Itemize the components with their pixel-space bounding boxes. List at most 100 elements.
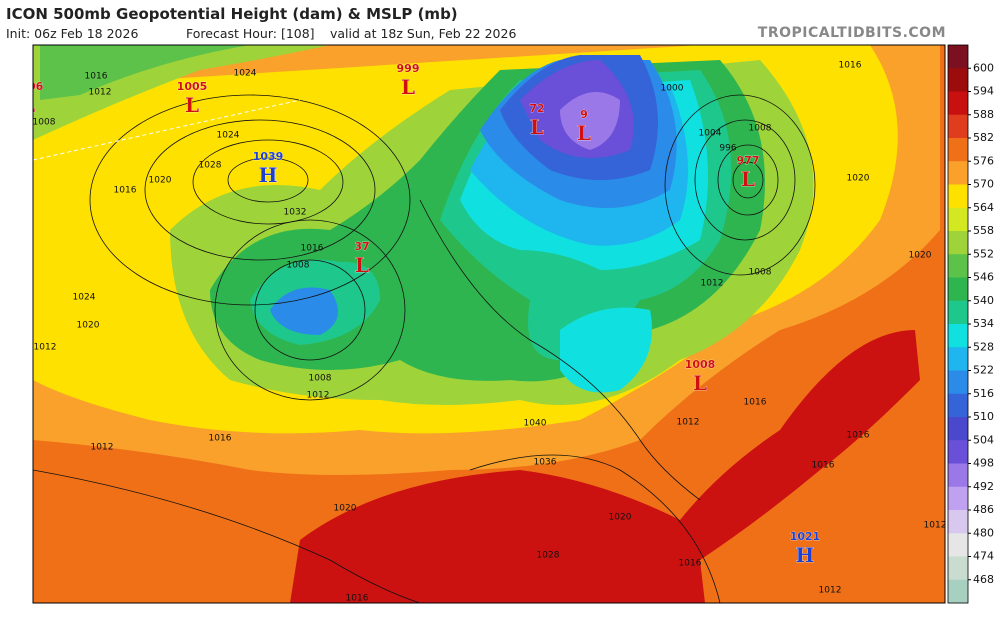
center-pressure: 9 (580, 108, 588, 121)
colorbar-label: 540 (973, 294, 994, 307)
isobar-label: 1032 (284, 208, 307, 218)
forecast-hour: Forecast Hour: [108] (186, 26, 315, 41)
center-pressure: 1039 (253, 150, 284, 163)
center-pressure: 1005 (177, 80, 208, 93)
center-pressure: 1006 (13, 80, 44, 93)
colorbar-swatch (948, 417, 968, 441)
isobar-label: 1008 (287, 261, 310, 271)
center-type: L (185, 93, 199, 117)
isobar-label: 1012 (91, 443, 114, 453)
colorbar-label: 594 (973, 85, 994, 98)
isobar-label: 1012 (34, 343, 57, 353)
isobar-label: 1012 (701, 279, 724, 289)
isobar-label: 1016 (85, 72, 108, 82)
center-pressure: 1008 (685, 358, 716, 371)
colorbar-swatch (948, 324, 968, 348)
colorbar-swatch (948, 207, 968, 232)
colorbar-swatch (948, 277, 968, 302)
colorbar-swatch (948, 161, 968, 185)
init-time: Init: 06z Feb 18 2026 (6, 26, 138, 41)
center-pressure: 999 (397, 62, 420, 75)
center-type: H (796, 543, 815, 567)
center-type: L (401, 75, 415, 99)
center-pressure: 977 (737, 154, 760, 167)
field-498 (560, 92, 620, 150)
colorbar-swatch (948, 45, 968, 69)
center-type: L (355, 253, 369, 277)
valid-time: valid at 18z Sun, Feb 22 2026 (330, 26, 516, 41)
isobar-label: 1004 (699, 129, 722, 139)
isobar-label: 1020 (847, 174, 870, 184)
isobar-label: 1012 (89, 88, 112, 98)
isobar-label: 1016 (679, 559, 702, 569)
colorbar-swatch (948, 184, 968, 209)
isobar-label: 1020 (609, 513, 632, 523)
isobar-label: 1012 (819, 586, 842, 596)
center-type: L (693, 371, 707, 395)
colorbar: 600 594 588 582 576 570 564 558 552 546 540 534 528 5… (947, 44, 994, 604)
isobar-label: 1016 (744, 398, 767, 408)
isobar-label: 1020 (149, 176, 172, 186)
field-534 (560, 307, 652, 393)
colorbar-swatch (948, 440, 968, 464)
colorbar-label: 522 (973, 364, 994, 377)
colorbar-label: 474 (973, 550, 994, 563)
center-type: L (530, 115, 544, 139)
colorbar-swatch (948, 114, 968, 139)
center-type: L (741, 167, 755, 191)
isobar-label: 996 (719, 144, 736, 154)
colorbar-label: 504 (973, 433, 994, 446)
center-type: L (21, 93, 35, 117)
isobar-label: 1016 (209, 434, 232, 444)
colorbar-label: 528 (973, 340, 994, 353)
colorbar-swatch (948, 393, 968, 418)
isobar-label: 1028 (199, 161, 222, 171)
colorbar-swatch (948, 533, 968, 557)
colorbar-label: 546 (973, 271, 994, 284)
isobar-label: 1008 (309, 374, 332, 384)
colorbar-label: 558 (973, 224, 994, 237)
isobar-label: 1012 (307, 391, 330, 401)
isobar-label: 1016 (812, 461, 835, 471)
center-pressure: 72 (529, 102, 544, 115)
colorbar-swatch (948, 486, 968, 511)
colorbar-swatch (948, 68, 968, 92)
colorbar-swatch (948, 510, 968, 534)
center-type: L (577, 121, 591, 145)
isobar-label: 1008 (33, 118, 56, 128)
isobar-label: 1024 (234, 69, 257, 79)
colorbar-swatch (948, 138, 968, 162)
brand: TROPICALTIDBITS.COM (758, 25, 946, 41)
colorbar-label: 534 (973, 317, 994, 330)
colorbar-swatch (948, 254, 968, 278)
isobar-label: 1016 (114, 186, 137, 196)
colorbar-swatch (948, 579, 968, 604)
colorbar-swatch (948, 300, 968, 325)
colorbar-label: 468 (973, 573, 994, 586)
isobars (33, 94, 816, 603)
isobar-label: 1000 (661, 84, 684, 94)
isobar-label: 1020 (334, 504, 357, 514)
colorbar-swatch (948, 556, 968, 581)
isobar-label: 1036 (534, 458, 557, 468)
colorbar-label: 510 (973, 410, 994, 423)
colorbar-label: 582 (973, 131, 994, 144)
colorbar-swatch (948, 463, 968, 488)
colorbar-label: 600 (973, 61, 994, 74)
isobar-labels: 1016 1012 1008 1024 1024 1028 1020 1016 1032 1016… (33, 61, 945, 604)
colorbar-label: 570 (973, 178, 994, 191)
colorbar-label: 576 (973, 154, 994, 167)
map-title: ICON 500mb Geopotential Height (dam) & M… (6, 5, 458, 23)
isobar-label: 1016 (346, 594, 369, 604)
isobar-label: 1020 (77, 321, 100, 331)
map-frame (32, 44, 946, 604)
isobar-label: 1016 (301, 244, 324, 254)
field-552 (40, 45, 250, 100)
isobar-label: 1008 (749, 268, 772, 278)
colorbar-swatch (948, 347, 968, 371)
colorbar-label: 480 (973, 526, 994, 539)
field-590 (290, 330, 920, 603)
map-area: 1016 1012 1008 1024 1024 1028 1020 1016 1032 1016… (13, 45, 945, 604)
colorbar-swatch (948, 231, 968, 255)
